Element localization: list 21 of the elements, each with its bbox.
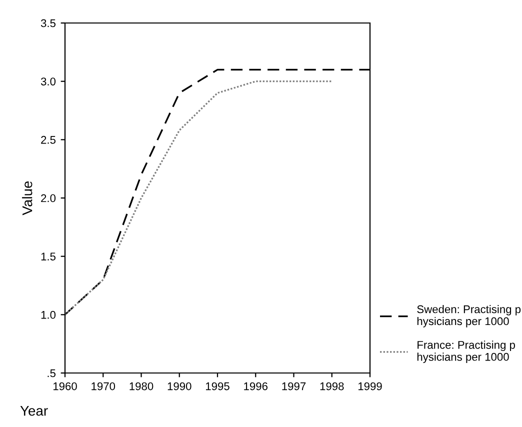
- y-tick-label: 2.0: [41, 194, 56, 202]
- y-tick-label: .5: [48, 369, 56, 378]
- x-tick-label: 1960: [53, 382, 77, 390]
- x-tick-label: 1995: [206, 382, 230, 390]
- x-tick-label: 1970: [92, 382, 116, 390]
- x-tick-label: 1999: [358, 382, 382, 390]
- x-tick-label: 1980: [130, 382, 154, 390]
- y-tick-label: 1.0: [41, 310, 56, 319]
- y-tick-label: 3.5: [40, 19, 56, 28]
- x-tick-label: 1990: [168, 382, 192, 390]
- x-tick-label: 1997: [282, 382, 306, 390]
- x-tick-label: 1996: [244, 382, 268, 390]
- legend-label: Sweden: Practising p hysicians per 1000: [417, 305, 521, 328]
- y-tick-label: 2.5: [41, 136, 56, 144]
- y-axis-title: Value: [22, 181, 32, 216]
- legend-label: France: Practising p hysicians per 1000: [417, 340, 516, 363]
- y-tick-label: 3.0: [40, 78, 56, 86]
- line-series: [65, 80, 333, 316]
- x-tick-label: 1998: [320, 382, 344, 390]
- y-tick-label: 1.5: [41, 252, 56, 260]
- x-axis-title: Year: [20, 406, 48, 416]
